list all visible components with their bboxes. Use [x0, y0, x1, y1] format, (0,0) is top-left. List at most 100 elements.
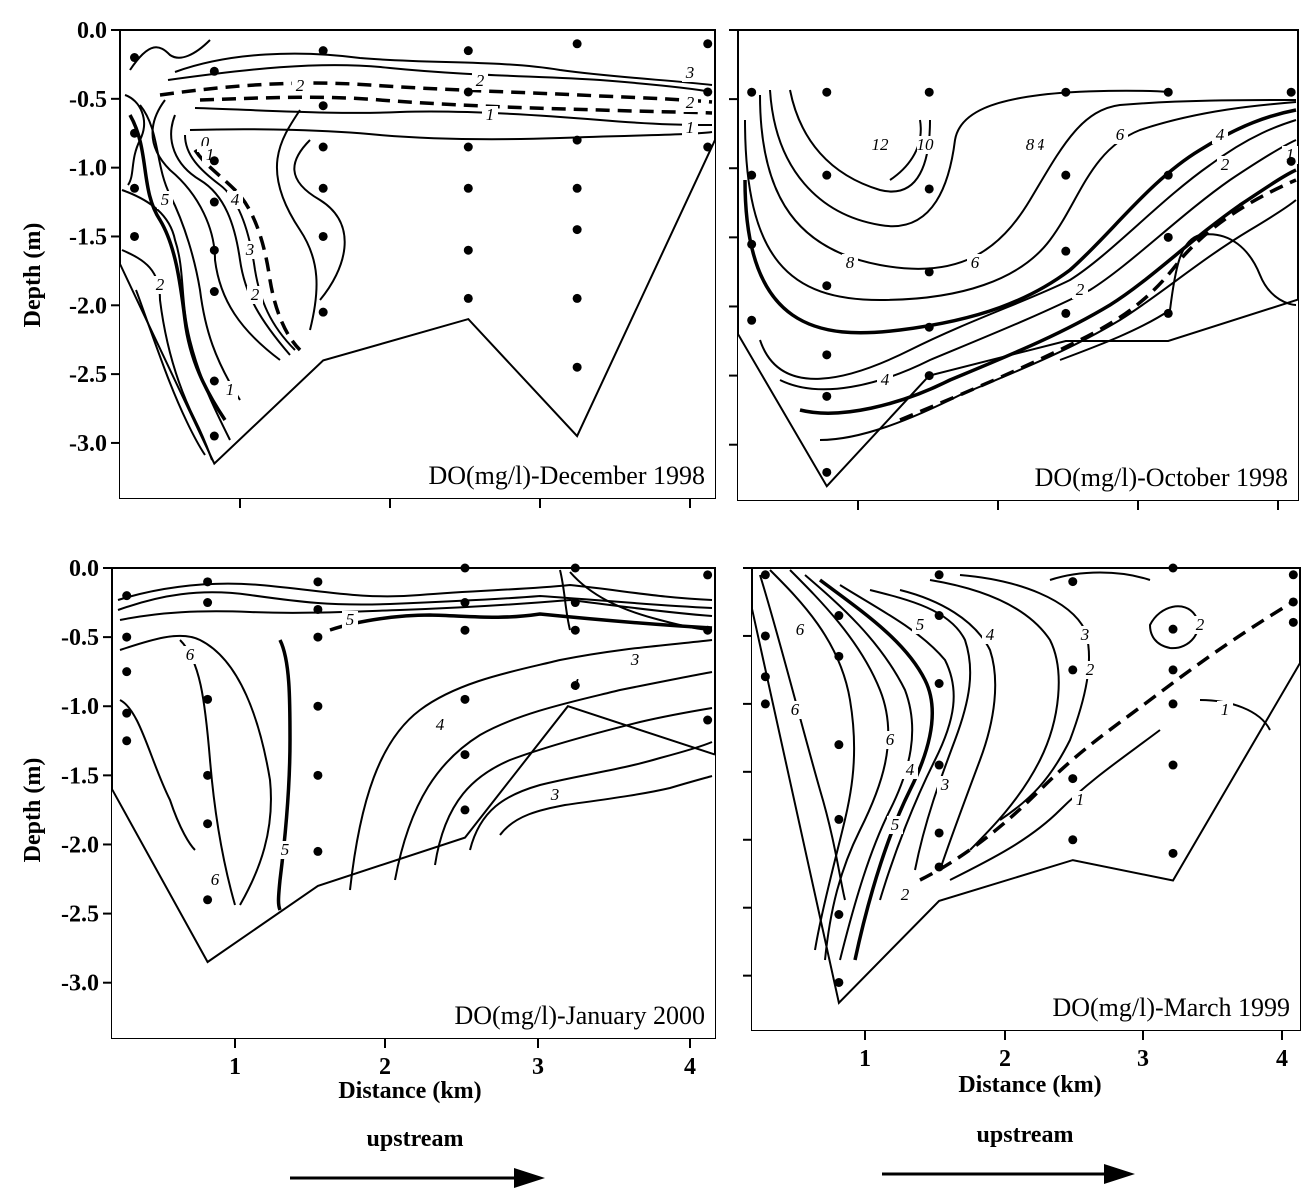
contour-label-bg — [882, 731, 898, 749]
y-tick-label: -1.0 — [61, 694, 99, 720]
contour-label: 6 — [186, 645, 195, 664]
contour-label: 6 — [886, 730, 895, 749]
sample-point — [130, 53, 140, 63]
sample-point — [460, 598, 470, 608]
sample-point — [203, 577, 213, 587]
sample-point — [313, 770, 323, 780]
y-tick-label: -0.5 — [69, 87, 107, 113]
sample-point — [760, 570, 770, 580]
sample-point — [463, 87, 473, 97]
contour-line — [193, 149, 302, 352]
contour-line — [434, 707, 713, 866]
contour-label: 4 — [1036, 135, 1045, 154]
bottom-profile — [751, 608, 1301, 1005]
contour-label-bg — [242, 241, 258, 259]
sample-point — [318, 142, 328, 152]
contour-label-bg — [472, 72, 488, 90]
sample-point — [203, 895, 213, 905]
sample-point — [1286, 87, 1296, 97]
sample-point — [313, 701, 323, 711]
upstream-label-right: upstream — [977, 1122, 1074, 1148]
sample-point — [122, 708, 132, 718]
panel-january-2000: 0.0-0.5-1.0-1.5-2.0-2.5-3.0123465443356D… — [61, 556, 716, 1080]
contour-label-bg — [1212, 126, 1228, 144]
contour-label-bg — [182, 646, 198, 664]
sample-point — [572, 225, 582, 235]
contour-label: 4 — [436, 715, 445, 734]
sample-point — [209, 156, 219, 166]
sample-point — [834, 977, 844, 987]
sample-point — [747, 170, 757, 180]
sample-point — [1061, 170, 1071, 180]
contour-label: 8 — [1026, 135, 1035, 154]
contour-label: 4 — [986, 625, 995, 644]
y-tick-label: -1.5 — [69, 224, 107, 250]
contour-label-bg — [842, 254, 858, 272]
contour-line — [819, 199, 1297, 441]
sample-point — [1168, 848, 1178, 858]
y-tick-label: -1.0 — [69, 156, 107, 182]
contour-label: 4 — [906, 760, 915, 779]
sample-point — [834, 910, 844, 919]
contour-label-bg — [277, 841, 293, 859]
contour-label: 1 — [486, 105, 495, 124]
contour-label: 2 — [686, 93, 695, 112]
sample-point — [1163, 308, 1173, 318]
contour-line — [119, 634, 272, 906]
contour-label-bg — [1082, 661, 1098, 679]
contour-label: 1 — [686, 118, 695, 137]
contour-label-bg — [682, 64, 698, 82]
y-tick-label: -3.0 — [69, 431, 107, 457]
contour-line — [151, 99, 281, 361]
y-tick-label: -2.0 — [61, 832, 99, 858]
sample-point — [1288, 617, 1298, 627]
contour-label-bg — [247, 286, 263, 304]
contour-label-bg — [1192, 616, 1208, 634]
sample-point — [463, 245, 473, 255]
sample-point — [460, 625, 470, 635]
sample-point — [463, 142, 473, 152]
sample-point — [1068, 774, 1078, 784]
sample-point — [1168, 665, 1178, 675]
contour-line — [959, 574, 1091, 821]
sample-point — [318, 101, 328, 111]
sample-point — [203, 819, 213, 829]
contour-line — [119, 598, 713, 621]
sample-point — [122, 667, 132, 677]
sample-point — [703, 625, 713, 635]
sample-point — [1288, 570, 1298, 580]
contour-label-bg — [342, 611, 358, 629]
contour-label: 2 — [901, 885, 910, 904]
contour-label: 2 — [1076, 280, 1085, 299]
sample-point — [572, 293, 582, 303]
panel-title: DO(mg/l)-January 2000 — [454, 1001, 705, 1030]
contour-label-bg — [967, 254, 983, 272]
x-tick-label: 3 — [1137, 1046, 1149, 1072]
sample-point — [570, 625, 580, 635]
y-tick-label: -0.5 — [61, 625, 99, 651]
sample-point — [203, 694, 213, 704]
sample-point — [747, 239, 757, 249]
contour-label: 12 — [872, 135, 890, 154]
sample-point — [1163, 232, 1173, 242]
contour-label: 6 — [791, 700, 800, 719]
sample-point — [934, 862, 944, 872]
sample-point — [834, 651, 844, 661]
contour-label-bg — [792, 621, 808, 639]
contour-label: 4 — [231, 190, 240, 209]
contour-label: 3 — [550, 785, 560, 804]
contour-label-bg — [1072, 791, 1088, 809]
sample-point — [130, 128, 140, 138]
sample-point — [572, 39, 582, 49]
sample-point — [318, 183, 328, 193]
y-tick-label: -2.5 — [69, 362, 107, 388]
contour-label: 5 — [346, 610, 355, 629]
contour-line — [869, 589, 972, 871]
sample-point — [760, 699, 770, 709]
contour-line — [759, 94, 1297, 270]
sample-point — [822, 281, 832, 291]
sample-point — [1061, 246, 1071, 256]
contour-line — [121, 189, 231, 441]
